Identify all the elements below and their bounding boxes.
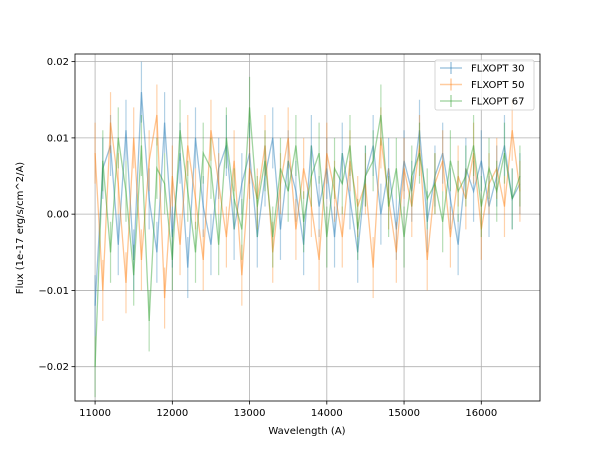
x-tick-label: 13000 [234,408,266,419]
legend-label: FLXOPT 50 [471,80,524,91]
x-tick-label: 12000 [156,408,188,419]
y-tick-label: 0.02 [47,57,69,68]
series-line [95,115,520,298]
legend: FLXOPT 30 FLXOPT 50 FLXOPT 67 [435,60,534,110]
y-tick-label: −0.02 [38,362,69,373]
series-layer [95,62,520,398]
x-tick-label: 14000 [311,408,343,419]
x-tick-label: 11000 [79,408,111,419]
y-tick-label: −0.01 [38,286,69,297]
y-tick-label: 0.00 [47,210,69,221]
x-tick-label: 16000 [465,408,497,419]
series-flxopt-50 [95,85,520,329]
x-tick-label: 15000 [388,408,420,419]
axis-ticks: 11000 12000 13000 14000 15000 16000 −0.02 −0.01… [38,57,497,419]
x-axis-label: Wavelength (A) [268,426,345,437]
legend-label: FLXOPT 30 [471,64,524,75]
y-axis-label: Flux (1e-17 erg/s/cm^2/A) [15,162,26,294]
y-tick-label: 0.01 [47,133,69,144]
legend-label: FLXOPT 67 [471,97,524,108]
